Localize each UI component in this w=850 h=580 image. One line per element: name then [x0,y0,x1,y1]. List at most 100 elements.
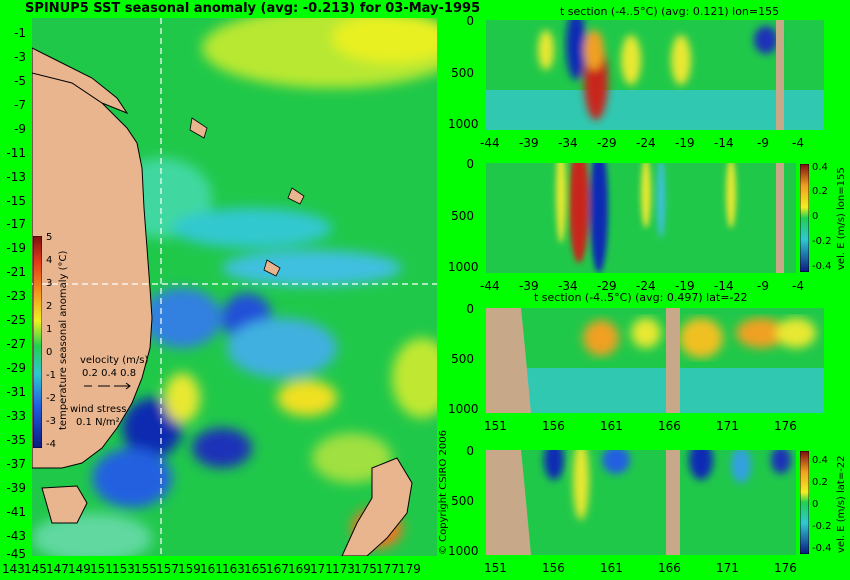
map-y-tick: -31 [6,385,26,399]
panel2-section [486,163,796,273]
map-y-tick: -9 [14,122,26,136]
map-y-tick: -1 [14,26,26,40]
map-y-tick: -23 [6,289,26,303]
panel2-x-tick: -24 [636,279,656,293]
panel3-x-tick: 156 [542,419,565,433]
panel1-x-tick: -39 [519,136,539,150]
map-colorbar-tick: -2 [46,393,56,404]
map-colorbar-tick: 5 [46,232,53,243]
panel2-x-tick: -4 [792,279,804,293]
panel4-x-tick: 156 [542,561,565,575]
panel2-colorbar-tick: -0.4 [812,261,832,272]
map-y-tick: -7 [14,98,26,112]
panel4-colorbar-tick: -0.4 [812,543,832,554]
australia-land [32,62,153,469]
panel1-x-tick: -4 [792,136,804,150]
map-colorbar-tick: 3 [46,278,53,289]
panel4-x-tick: 166 [658,561,681,575]
panel4-x-tick: 161 [600,561,623,575]
panel1-x-tick: -19 [675,136,695,150]
velocity-scale: 0.2 0.4 0.8 [82,368,137,379]
panel3-x-tick: 171 [716,419,739,433]
map-x-tick: 169 [288,562,311,576]
map-x-tick: 179 [398,562,421,576]
map-x-tick: 143 [2,562,25,576]
tasmania-land [41,485,88,524]
panel2-y-tick: 0 [466,157,474,171]
panel2-x-tick: -14 [714,279,734,293]
map-y-tick: -37 [6,457,26,471]
new-zealand-land [341,457,413,556]
panel2-colorbar-label: vel. E (m/s) lon=155 [836,167,847,270]
panel2-y-tick: 1000 [448,260,479,274]
map-y-tick: -39 [6,481,26,495]
wind-label: wind stress [70,404,127,415]
panel3-x-tick: 161 [600,419,623,433]
panel1-title: t section (-4..5°C) (avg: 0.121) lon=155 [560,5,780,18]
map-colorbar-tick: 4 [46,255,53,266]
map-x-tick: 165 [244,562,267,576]
map-y-tick: -33 [6,409,26,423]
map-y-tick: -29 [6,361,26,375]
panel3-x-tick: 166 [658,419,681,433]
map-y-tick: -19 [6,241,26,255]
panel3-x-tick: 151 [484,419,507,433]
panel2-x-tick: -34 [558,279,578,293]
panel1-x-tick: -44 [480,136,500,150]
panel2-x-tick: -39 [519,279,539,293]
panel1-x-tick: -14 [714,136,734,150]
map-x-tick: 147 [46,562,69,576]
map-y-tick: -35 [6,433,26,447]
panel4-colorbar-tick: 0.4 [812,455,828,466]
map-y-tick: -5 [14,74,26,88]
panel4-x-tick: 171 [716,561,739,575]
panel2-colorbar [800,164,809,272]
map-y-tick: -17 [6,217,26,231]
panel1-y-tick: 500 [451,66,474,80]
map-y-tick: -25 [6,313,26,327]
map-colorbar-tick: -4 [46,439,56,450]
panel2-colorbar-tick: -0.2 [812,236,832,247]
map-y-tick: -13 [6,170,26,184]
map-x-tick: 175 [354,562,377,576]
panel2-x-tick: -44 [480,279,500,293]
map-colorbar-tick: -3 [46,416,56,427]
map-colorbar-tick: 1 [46,324,53,335]
panel4-colorbar-tick: 0.2 [812,477,828,488]
map-y-tick: -3 [14,50,26,64]
map-colorbar-label: temperature seasonal anomaly (°C) [58,250,69,430]
map-y-tick: -43 [6,529,26,543]
panel2-colorbar-tick: 0.2 [812,186,828,197]
panel4-colorbar-label: vel. E (m/s) lat=-22 [836,455,847,553]
sst-map [32,18,437,556]
panel1-y-tick: 1000 [448,117,479,131]
map-x-tick: 177 [376,562,399,576]
panel3-y-tick: 0 [466,302,474,316]
panel4-y-tick: 500 [451,494,474,508]
map-y-axis: -1 -3 -5 -7 -9 -11 -13 -15 -17 -19 -21 -… [0,18,30,561]
map-y-tick: -41 [6,505,26,519]
panel3-y-tick: 1000 [448,402,479,416]
map-colorbar-tick: 0 [46,347,53,358]
wind-scale: 0.1 N/m² [76,417,120,428]
panel1-x-tick: -29 [597,136,617,150]
panel1-y-tick: 0 [466,14,474,28]
panel4-colorbar-tick: -0.2 [812,521,832,532]
map-x-axis: 143 145 147 149 151 153 155 157 159 161 … [0,562,440,578]
panel4-x-tick: 176 [774,561,797,575]
map-x-tick: 145 [24,562,47,576]
panel4-section [486,450,796,555]
map-colorbar-tick: 2 [46,301,53,312]
map-colorbar-tick: -1 [46,370,56,381]
map-x-tick: 153 [112,562,135,576]
map-x-tick: 173 [332,562,355,576]
map-x-tick: 157 [156,562,179,576]
panel4-colorbar [800,451,809,554]
panel4-x-tick: 151 [484,561,507,575]
new-guinea-land [32,47,129,115]
map-x-tick: 159 [178,562,201,576]
velocity-label: velocity (m/s) [80,355,149,366]
panel1-x-tick: -34 [558,136,578,150]
velocity-arrows [84,382,131,390]
map-y-tick: -21 [6,265,26,279]
